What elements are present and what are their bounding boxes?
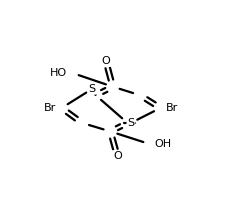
- Text: HO: HO: [50, 68, 67, 78]
- Text: OH: OH: [154, 139, 171, 149]
- Text: S: S: [127, 118, 134, 128]
- Text: O: O: [101, 56, 110, 66]
- Text: Br: Br: [165, 103, 178, 113]
- Text: O: O: [112, 151, 121, 161]
- Text: Br: Br: [44, 103, 56, 113]
- Text: S: S: [88, 84, 95, 94]
